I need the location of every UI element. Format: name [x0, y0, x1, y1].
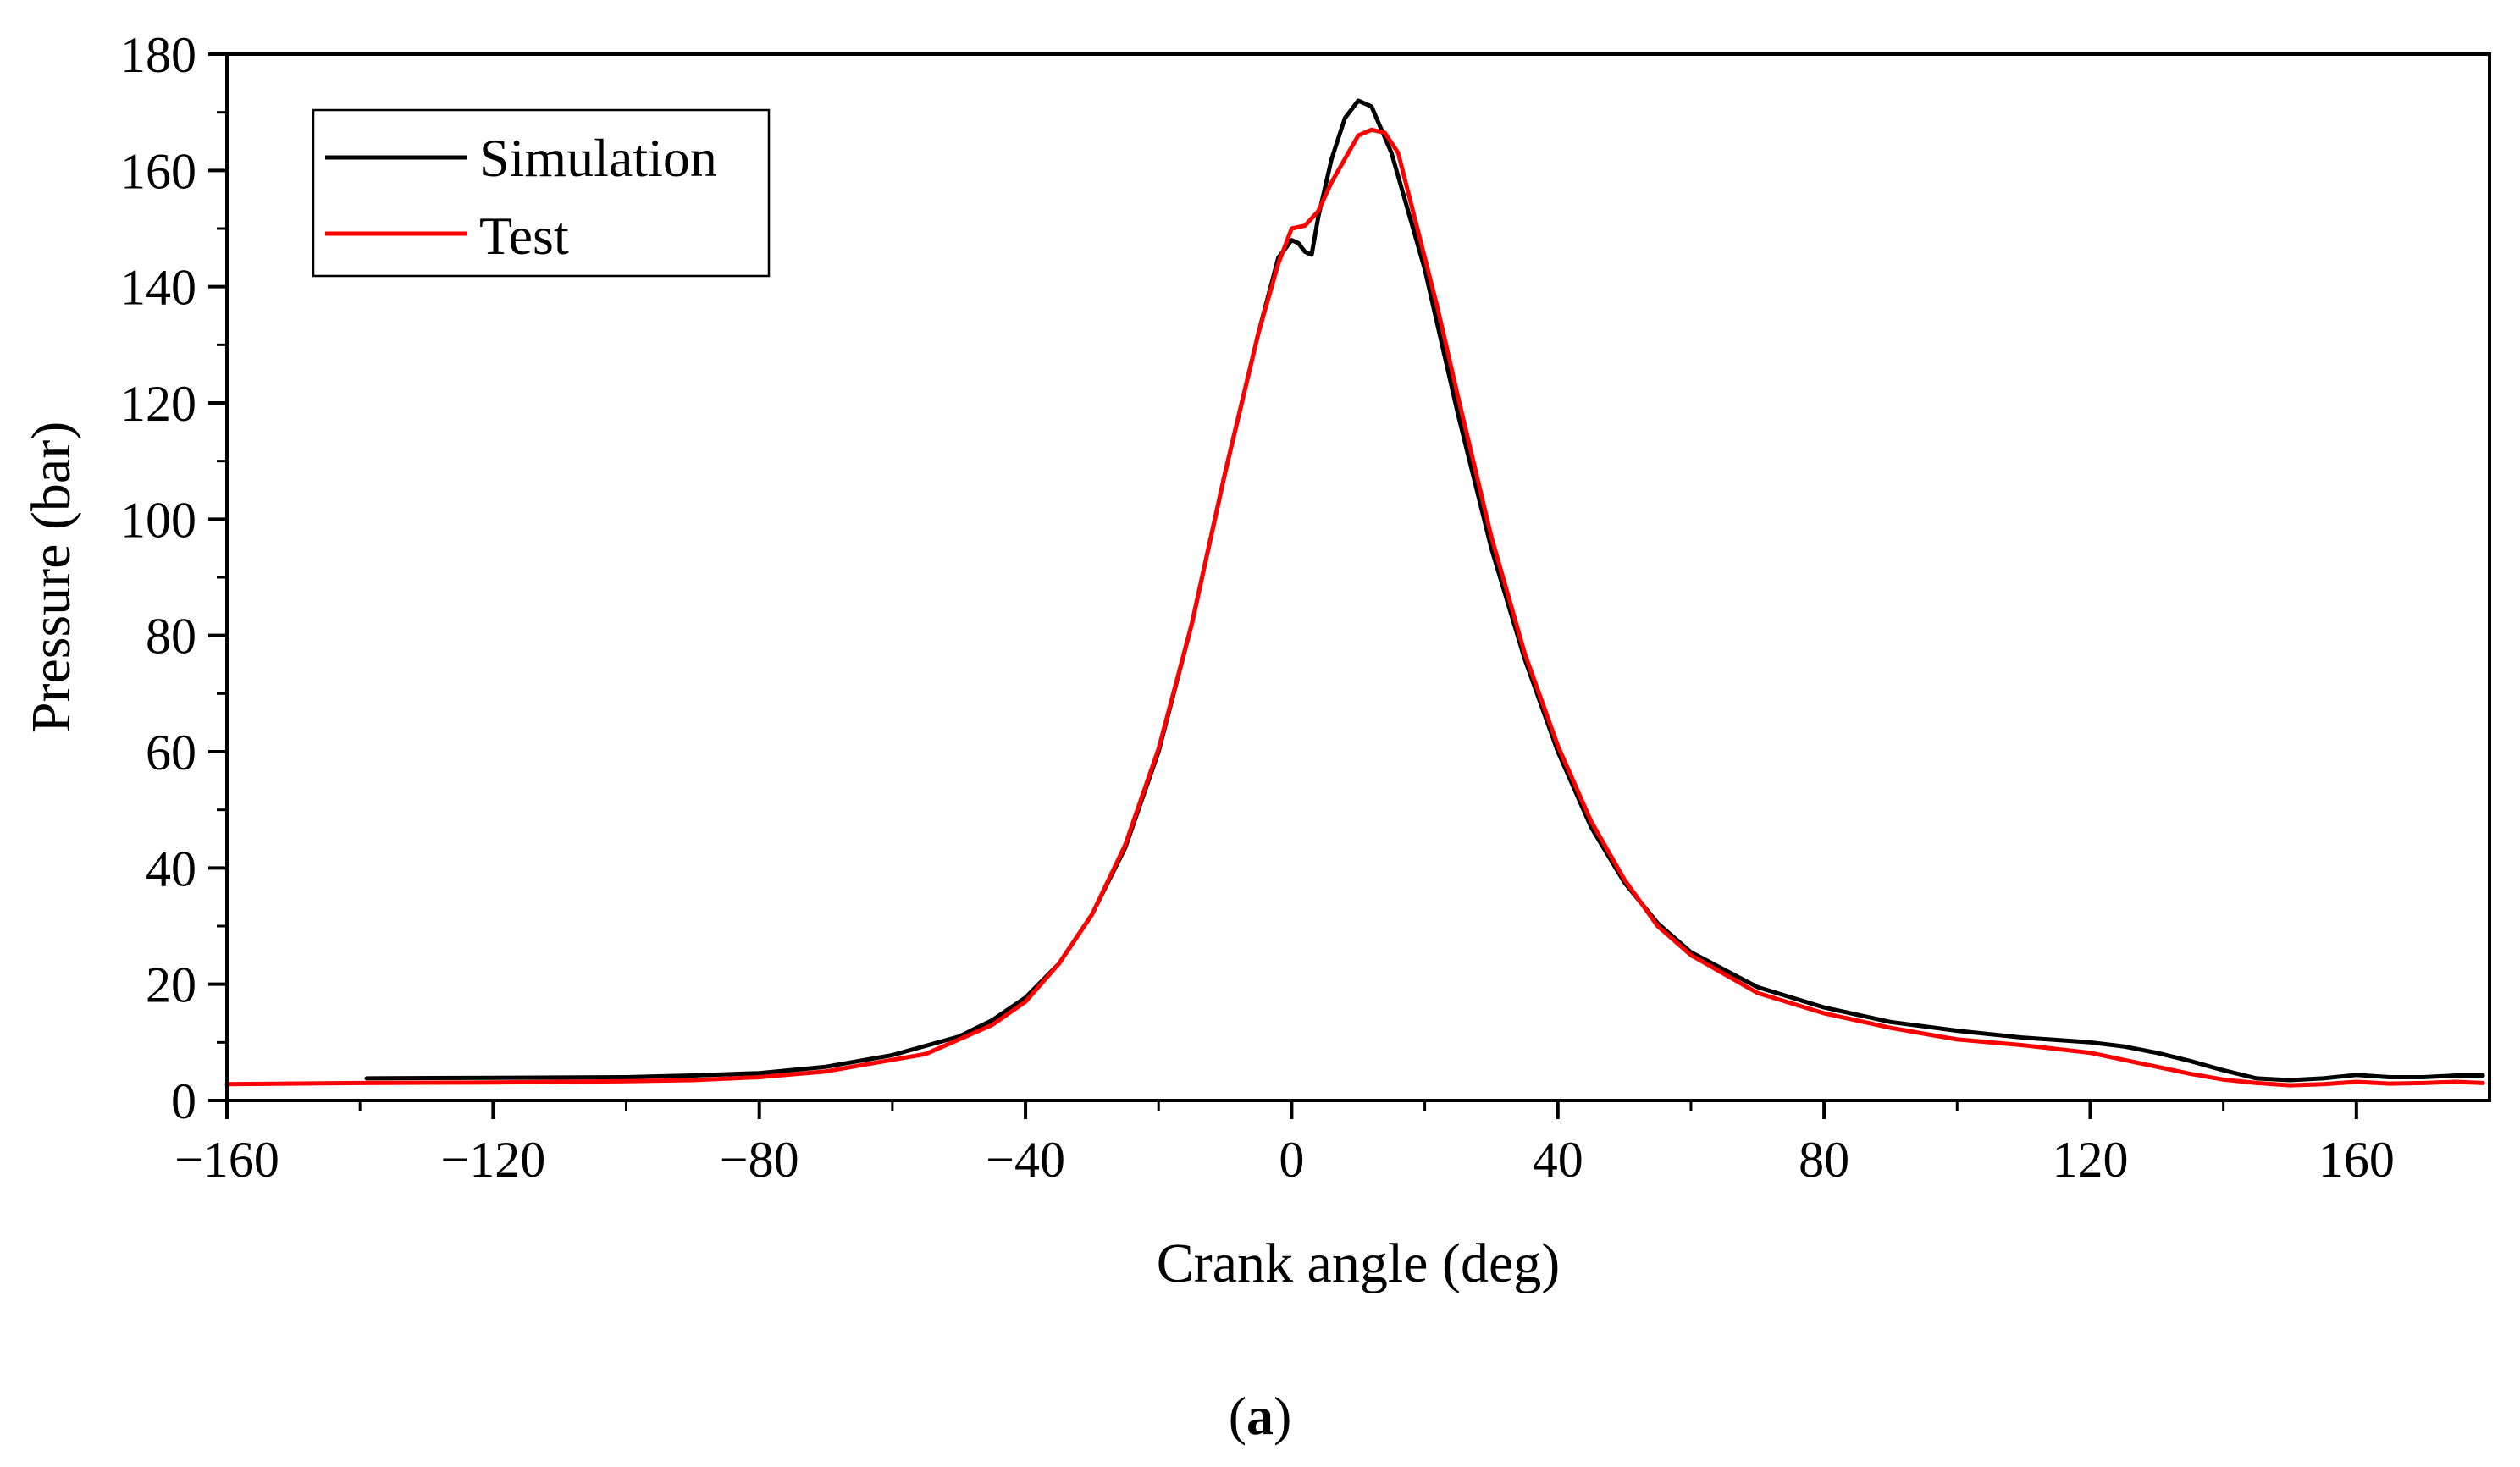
x-tick-label: −120 — [440, 1132, 545, 1188]
x-tick-label: −40 — [986, 1132, 1065, 1188]
y-tick-label: 140 — [120, 260, 196, 316]
caption-label: a — [1246, 1386, 1274, 1446]
series-line-simulation — [364, 98, 2485, 1083]
series-line-test — [224, 127, 2485, 1088]
caption-close: ) — [1274, 1386, 1291, 1446]
y-tick-label: 0 — [171, 1073, 196, 1129]
tick-layer — [208, 52, 2358, 1119]
tick-label-layer: −160 −120 −80 −40 0 40 80 120 160 0 20 40 60 80 100 120… — [120, 27, 2395, 1188]
legend-label-test: Test — [479, 206, 569, 266]
x-tick-label: −160 — [174, 1132, 279, 1188]
y-axis-title: Pressure (bar) — [20, 422, 82, 733]
x-tick-label: 120 — [2052, 1132, 2128, 1188]
x-tick-label: 0 — [1279, 1132, 1304, 1188]
y-tick-label: 100 — [120, 492, 196, 548]
x-tick-label: 40 — [1533, 1132, 1583, 1188]
series-layer — [224, 98, 2485, 1088]
y-tick-label: 60 — [146, 725, 196, 780]
y-tick-label: 80 — [146, 609, 196, 665]
y-tick-label: 160 — [120, 143, 196, 199]
x-axis-title: Crank angle (deg) — [1157, 1233, 1560, 1294]
y-tick-label: 20 — [146, 957, 196, 1013]
caption-open: ( — [1229, 1386, 1246, 1446]
x-tick-label: 80 — [1799, 1132, 1849, 1188]
y-tick-label: 180 — [120, 27, 196, 83]
y-tick-label: 120 — [120, 376, 196, 432]
legend-box — [312, 108, 771, 278]
figure-caption: (a) — [1229, 1386, 1292, 1446]
y-tick-label: 40 — [146, 841, 196, 896]
x-tick-label: −80 — [720, 1132, 799, 1188]
x-tick-label: 160 — [2318, 1132, 2395, 1188]
legend: Simulation Test — [312, 108, 771, 278]
legend-label-simulation: Simulation — [479, 128, 717, 188]
